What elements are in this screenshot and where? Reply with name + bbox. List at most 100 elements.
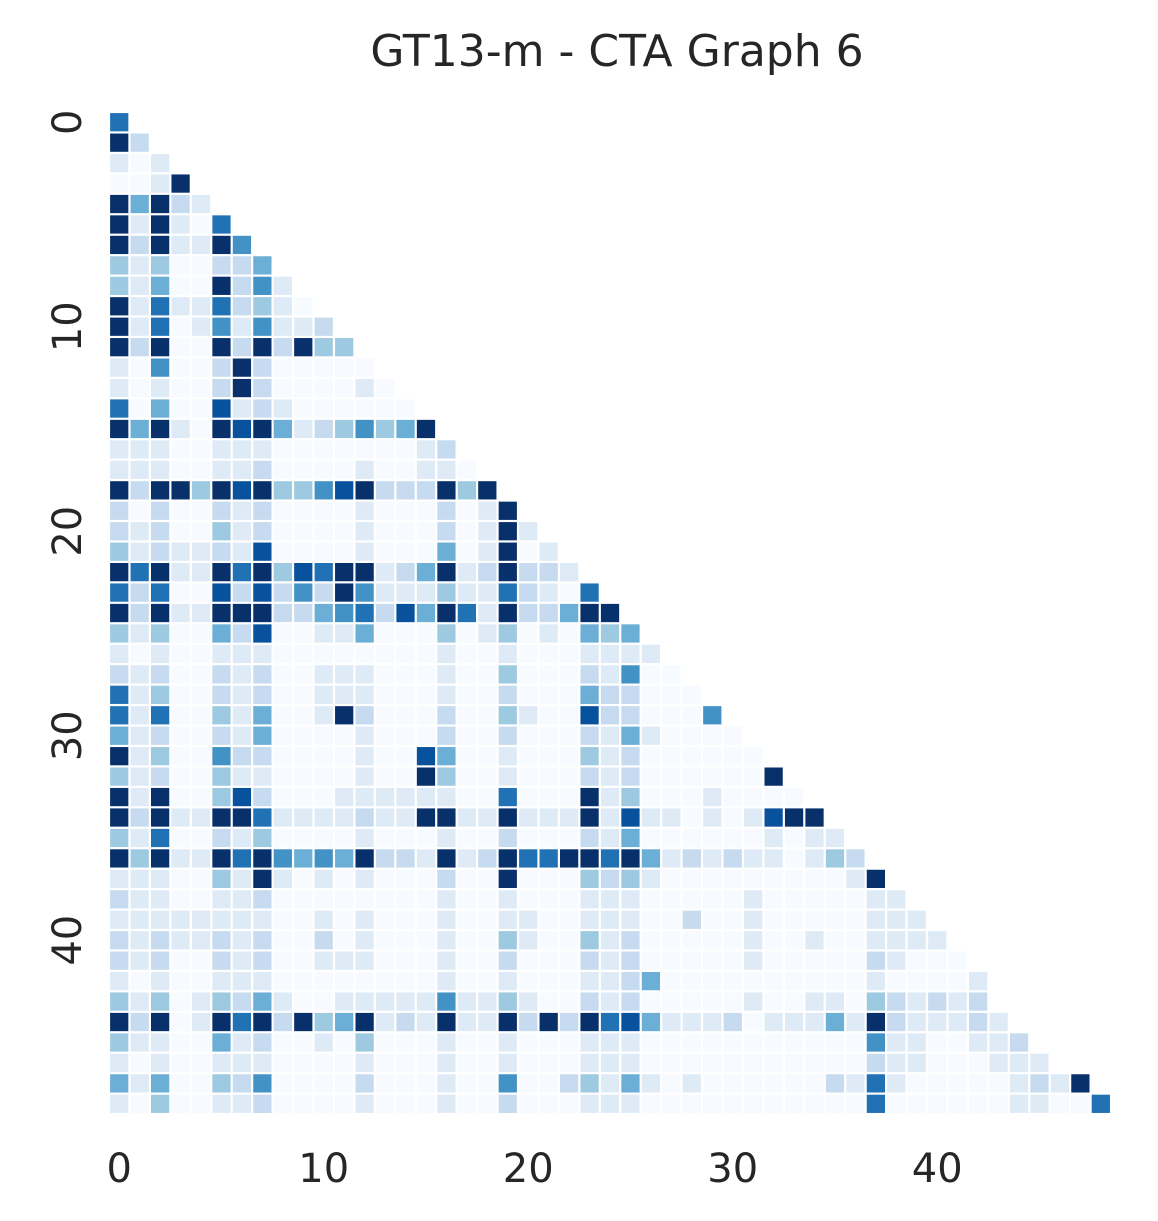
heatmap-cell bbox=[519, 644, 538, 664]
heatmap-cell bbox=[416, 460, 436, 479]
heatmap-cell bbox=[600, 1053, 620, 1073]
heatmap-cell bbox=[969, 1074, 988, 1093]
heatmap-cell bbox=[784, 808, 804, 827]
heatmap-cell bbox=[314, 767, 333, 786]
heatmap-cell bbox=[294, 1012, 313, 1032]
heatmap-cell bbox=[866, 1033, 885, 1052]
heatmap-cell bbox=[478, 931, 497, 950]
heatmap-cell bbox=[600, 747, 620, 766]
heatmap-cell bbox=[498, 563, 517, 582]
heatmap-cell bbox=[110, 297, 129, 316]
heatmap-cell bbox=[375, 399, 395, 418]
heatmap-cell bbox=[191, 194, 211, 214]
heatmap-cell bbox=[457, 624, 476, 643]
heatmap-cell bbox=[294, 951, 313, 970]
heatmap-cell bbox=[928, 972, 947, 991]
heatmap-cell bbox=[314, 399, 333, 418]
heatmap-cell bbox=[969, 992, 988, 1011]
heatmap-cell bbox=[191, 787, 211, 807]
heatmap-cell bbox=[662, 685, 681, 704]
heatmap-cell bbox=[171, 869, 190, 888]
heatmap-cell bbox=[375, 603, 395, 623]
heatmap-cell bbox=[907, 931, 926, 950]
heatmap-cell bbox=[253, 992, 272, 1011]
heatmap-cell bbox=[519, 787, 538, 807]
heatmap-cell bbox=[457, 685, 476, 704]
heatmap-cell bbox=[641, 931, 661, 950]
heatmap-cell bbox=[560, 869, 579, 888]
heatmap-cell bbox=[191, 644, 211, 664]
heatmap-cell bbox=[212, 624, 231, 643]
heatmap-cell bbox=[416, 1074, 436, 1093]
heatmap-cell bbox=[335, 706, 354, 725]
heatmap-cell bbox=[498, 1033, 517, 1052]
y-tick-label: 40 bbox=[45, 915, 91, 966]
heatmap-cell bbox=[294, 358, 313, 377]
heatmap-cell bbox=[662, 767, 681, 786]
heatmap-cell bbox=[232, 481, 252, 500]
heatmap-cell bbox=[723, 808, 742, 827]
heatmap-cell bbox=[478, 1012, 497, 1032]
heatmap-cell bbox=[478, 1033, 497, 1052]
heatmap-cell bbox=[928, 992, 947, 1011]
heatmap-cell bbox=[294, 378, 313, 398]
heatmap-cell bbox=[416, 685, 436, 704]
heatmap-cell bbox=[560, 665, 579, 684]
heatmap-cell bbox=[580, 808, 599, 827]
heatmap-cell bbox=[416, 706, 436, 725]
heatmap-cell bbox=[110, 747, 129, 766]
heatmap-cell bbox=[662, 808, 681, 827]
heatmap-cell bbox=[641, 828, 661, 848]
heatmap-cell bbox=[191, 522, 211, 541]
heatmap-cell bbox=[314, 910, 333, 929]
heatmap-cell bbox=[764, 1094, 783, 1113]
heatmap-cell bbox=[764, 767, 783, 786]
heatmap-cell bbox=[314, 542, 333, 561]
heatmap-cell bbox=[764, 787, 783, 807]
heatmap-cell bbox=[191, 992, 211, 1011]
heatmap-cell bbox=[151, 828, 170, 848]
heatmap-cell bbox=[846, 951, 865, 970]
heatmap-cell bbox=[294, 563, 313, 582]
heatmap-cell bbox=[110, 665, 129, 684]
heatmap-cell bbox=[375, 563, 395, 582]
heatmap-cell bbox=[335, 440, 354, 459]
heatmap-cell bbox=[355, 1033, 374, 1052]
heatmap-cell bbox=[580, 583, 599, 602]
heatmap-cell bbox=[130, 460, 149, 479]
heatmap-cell bbox=[560, 808, 579, 827]
heatmap-cell bbox=[539, 828, 558, 848]
x-tick-label: 10 bbox=[298, 1146, 349, 1192]
heatmap-cell bbox=[560, 849, 579, 868]
heatmap-cell bbox=[273, 787, 292, 807]
heatmap-cell bbox=[887, 1094, 906, 1113]
heatmap-cell bbox=[253, 972, 272, 991]
heatmap-cell bbox=[539, 808, 558, 827]
heatmap-cell bbox=[580, 890, 599, 909]
heatmap-cell bbox=[171, 665, 190, 684]
heatmap-cell bbox=[212, 931, 231, 950]
heatmap-cell bbox=[335, 419, 354, 439]
heatmap-cell bbox=[396, 951, 415, 970]
heatmap-cell bbox=[764, 1012, 783, 1032]
heatmap-cell bbox=[662, 910, 681, 929]
heatmap-cell bbox=[805, 808, 824, 827]
heatmap-cell bbox=[396, 1053, 415, 1073]
heatmap-cell bbox=[110, 215, 129, 234]
heatmap-cell bbox=[110, 890, 129, 909]
heatmap-cell bbox=[335, 563, 354, 582]
heatmap-cell bbox=[314, 563, 333, 582]
heatmap-cell bbox=[212, 419, 231, 439]
heatmap-cell bbox=[437, 931, 456, 950]
heatmap-cell bbox=[764, 890, 783, 909]
heatmap-cell bbox=[191, 501, 211, 520]
heatmap-cell bbox=[621, 787, 640, 807]
heatmap-cell bbox=[744, 1053, 763, 1073]
heatmap-cell bbox=[457, 747, 476, 766]
heatmap-cell bbox=[191, 215, 211, 234]
heatmap-cell bbox=[396, 828, 415, 848]
heatmap-cell bbox=[478, 1074, 497, 1093]
heatmap-cell bbox=[498, 890, 517, 909]
heatmap-cell bbox=[375, 665, 395, 684]
heatmap-cell bbox=[437, 542, 456, 561]
